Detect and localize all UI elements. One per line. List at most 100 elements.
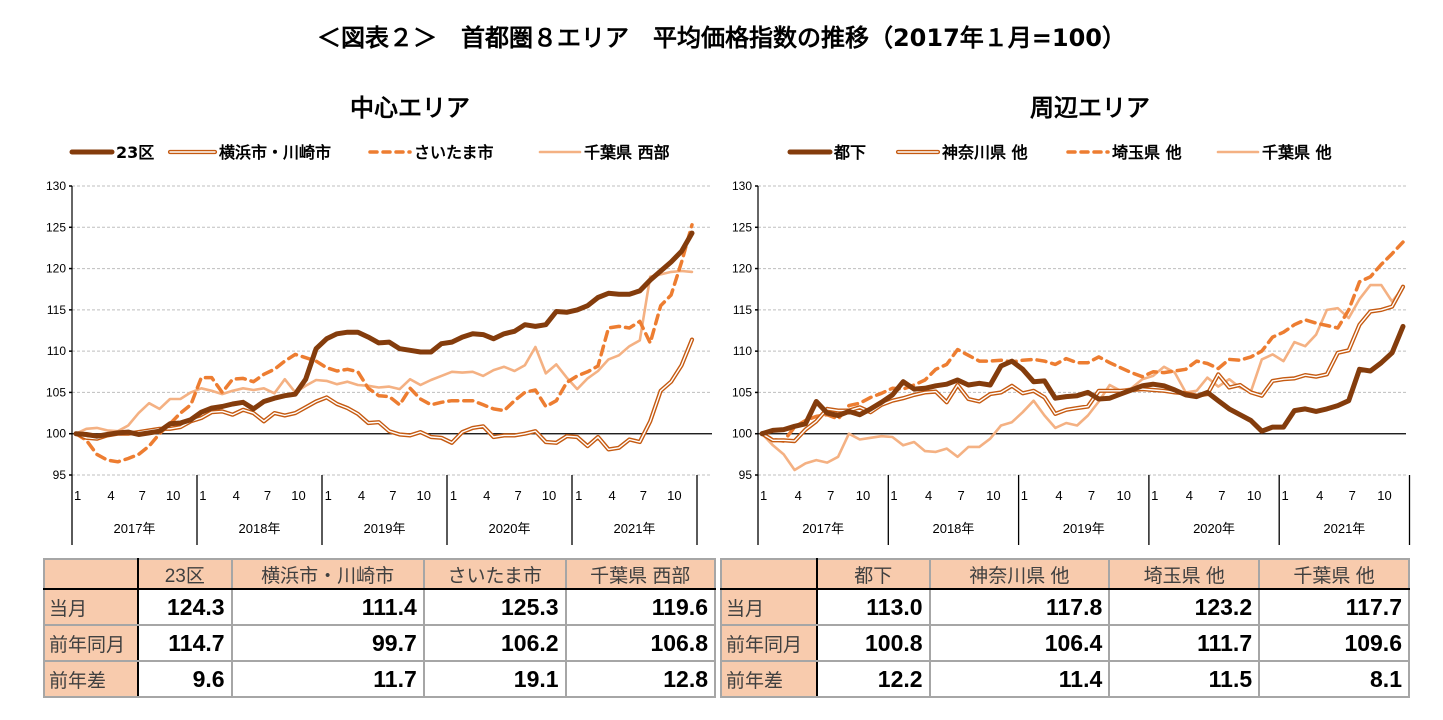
- value-cell: 117.8: [928, 588, 1111, 626]
- x-month-label: 7: [640, 488, 647, 503]
- x-month-label: 4: [233, 488, 240, 503]
- x-year-label: 2019年: [1063, 521, 1105, 536]
- x-year-label: 2021年: [614, 521, 656, 536]
- column-header: さいたま市: [422, 558, 567, 590]
- x-month-label: 4: [483, 488, 490, 503]
- value-cell: 123.2: [1108, 588, 1261, 626]
- x-month-label: 4: [107, 488, 114, 503]
- x-month-label: 1: [74, 488, 81, 503]
- x-month-label: 10: [417, 488, 431, 503]
- row-label: 前年差: [43, 660, 139, 698]
- x-year-label: 2020年: [489, 521, 531, 536]
- x-year-label: 2018年: [239, 521, 281, 536]
- x-month-label: 1: [575, 488, 582, 503]
- value-cell: 12.2: [816, 660, 931, 698]
- value-cell: 111.7: [1108, 624, 1261, 662]
- x-month-label: 4: [1055, 488, 1062, 503]
- chart-title-suburban: 周辺エリア: [1030, 94, 1150, 122]
- x-month-label: 4: [1316, 488, 1323, 503]
- y-tick-label: 125: [732, 220, 752, 234]
- value-cell: 109.6: [1258, 624, 1410, 662]
- y-tick-label: 115: [47, 303, 66, 317]
- series-line-3: [760, 283, 1405, 472]
- x-month-label: 10: [542, 488, 556, 503]
- y-tick-label: 95: [739, 468, 753, 482]
- x-month-label: 10: [667, 488, 681, 503]
- column-header: 神奈川県 他: [928, 558, 1111, 590]
- legend-label: 横浜市・川崎市: [219, 143, 331, 162]
- legend-label: 千葉県 西部: [584, 143, 670, 162]
- x-month-label: 1: [1021, 488, 1028, 503]
- y-tick-label: 130: [732, 179, 752, 193]
- row-label: 前年差: [720, 660, 818, 698]
- x-year-label: 2020年: [1193, 521, 1235, 536]
- value-cell: 8.1: [1258, 660, 1410, 698]
- x-month-label: 10: [1117, 488, 1131, 503]
- y-tick-label: 110: [733, 344, 752, 358]
- x-month-label: 10: [1377, 488, 1391, 503]
- table-row: 前年差 9.6 11.7 19.1 12.8: [43, 660, 717, 698]
- y-tick-label: 105: [46, 385, 66, 399]
- table-corner-cell: [43, 558, 139, 590]
- x-month-label: 1: [199, 488, 206, 503]
- column-header: 埼玉県 他: [1108, 558, 1261, 590]
- column-header: 千葉県 他: [1258, 558, 1410, 590]
- y-tick-label: 100: [732, 427, 752, 441]
- value-cell: 124.3: [137, 588, 233, 626]
- x-year-label: 2019年: [364, 521, 406, 536]
- central-values-table: 23区 横浜市・川崎市 さいたま市 千葉県 西部 当月 124.3 111.4 125…: [43, 558, 717, 698]
- value-cell: 11.7: [230, 660, 425, 698]
- row-label: 当月: [43, 588, 139, 626]
- table-row: 当月 124.3 111.4 125.3 119.6: [43, 588, 717, 626]
- suburban-values-table: 都下 神奈川県 他 埼玉県 他 千葉県 他 当月 113.0 117.8 123.2 1…: [720, 558, 1410, 698]
- legend-label: 23区: [116, 143, 154, 162]
- value-cell: 106.8: [564, 624, 717, 662]
- table-row: 前年差 12.2 11.4 11.5 8.1: [720, 660, 1410, 698]
- y-tick-label: 120: [732, 262, 752, 276]
- y-tick-label: 120: [46, 262, 66, 276]
- x-month-label: 1: [450, 488, 457, 503]
- y-tick-label: 115: [733, 303, 752, 317]
- value-cell: 12.8: [564, 660, 717, 698]
- value-cell: 99.7: [230, 624, 425, 662]
- value-cell: 114.7: [137, 624, 233, 662]
- value-cell: 111.4: [230, 588, 425, 626]
- legend-label: さいたま市: [414, 143, 494, 162]
- y-tick-label: 95: [53, 468, 67, 482]
- series-line-3: [74, 269, 694, 436]
- row-label: 前年同月: [720, 624, 818, 662]
- x-month-label: 10: [1247, 488, 1261, 503]
- legend-label: 都下: [833, 143, 866, 162]
- series-line-0: [759, 323, 1406, 437]
- series-line-2: [74, 223, 694, 464]
- y-tick-label: 105: [732, 385, 752, 399]
- x-month-label: 7: [1088, 488, 1095, 503]
- x-month-label: 1: [325, 488, 332, 503]
- x-year-label: 2018年: [932, 521, 974, 536]
- value-cell: 119.6: [564, 588, 717, 626]
- row-label: 当月: [720, 588, 818, 626]
- value-cell: 125.3: [422, 588, 567, 626]
- x-month-label: 4: [1186, 488, 1193, 503]
- value-cell: 113.0: [816, 588, 931, 626]
- series-line-2: [760, 240, 1405, 443]
- value-cell: 117.7: [1258, 588, 1410, 626]
- x-month-label: 7: [515, 488, 522, 503]
- x-month-label: 10: [856, 488, 870, 503]
- x-month-label: 10: [986, 488, 1000, 503]
- value-cell: 100.8: [816, 624, 931, 662]
- x-year-label: 2021年: [1323, 521, 1365, 536]
- y-tick-label: 125: [46, 220, 66, 234]
- legend-label: 神奈川県 他: [942, 143, 1028, 162]
- value-cell: 19.1: [422, 660, 567, 698]
- value-cell: 106.2: [422, 624, 567, 662]
- table-header-row: 都下 神奈川県 他 埼玉県 他 千葉県 他: [720, 558, 1410, 590]
- column-header: 23区: [137, 558, 233, 590]
- x-month-label: 1: [760, 488, 767, 503]
- table-row: 前年同月 114.7 99.7 106.2 106.8: [43, 624, 717, 662]
- x-year-label: 2017年: [802, 521, 844, 536]
- legend-label: 埼玉県 他: [1112, 143, 1182, 162]
